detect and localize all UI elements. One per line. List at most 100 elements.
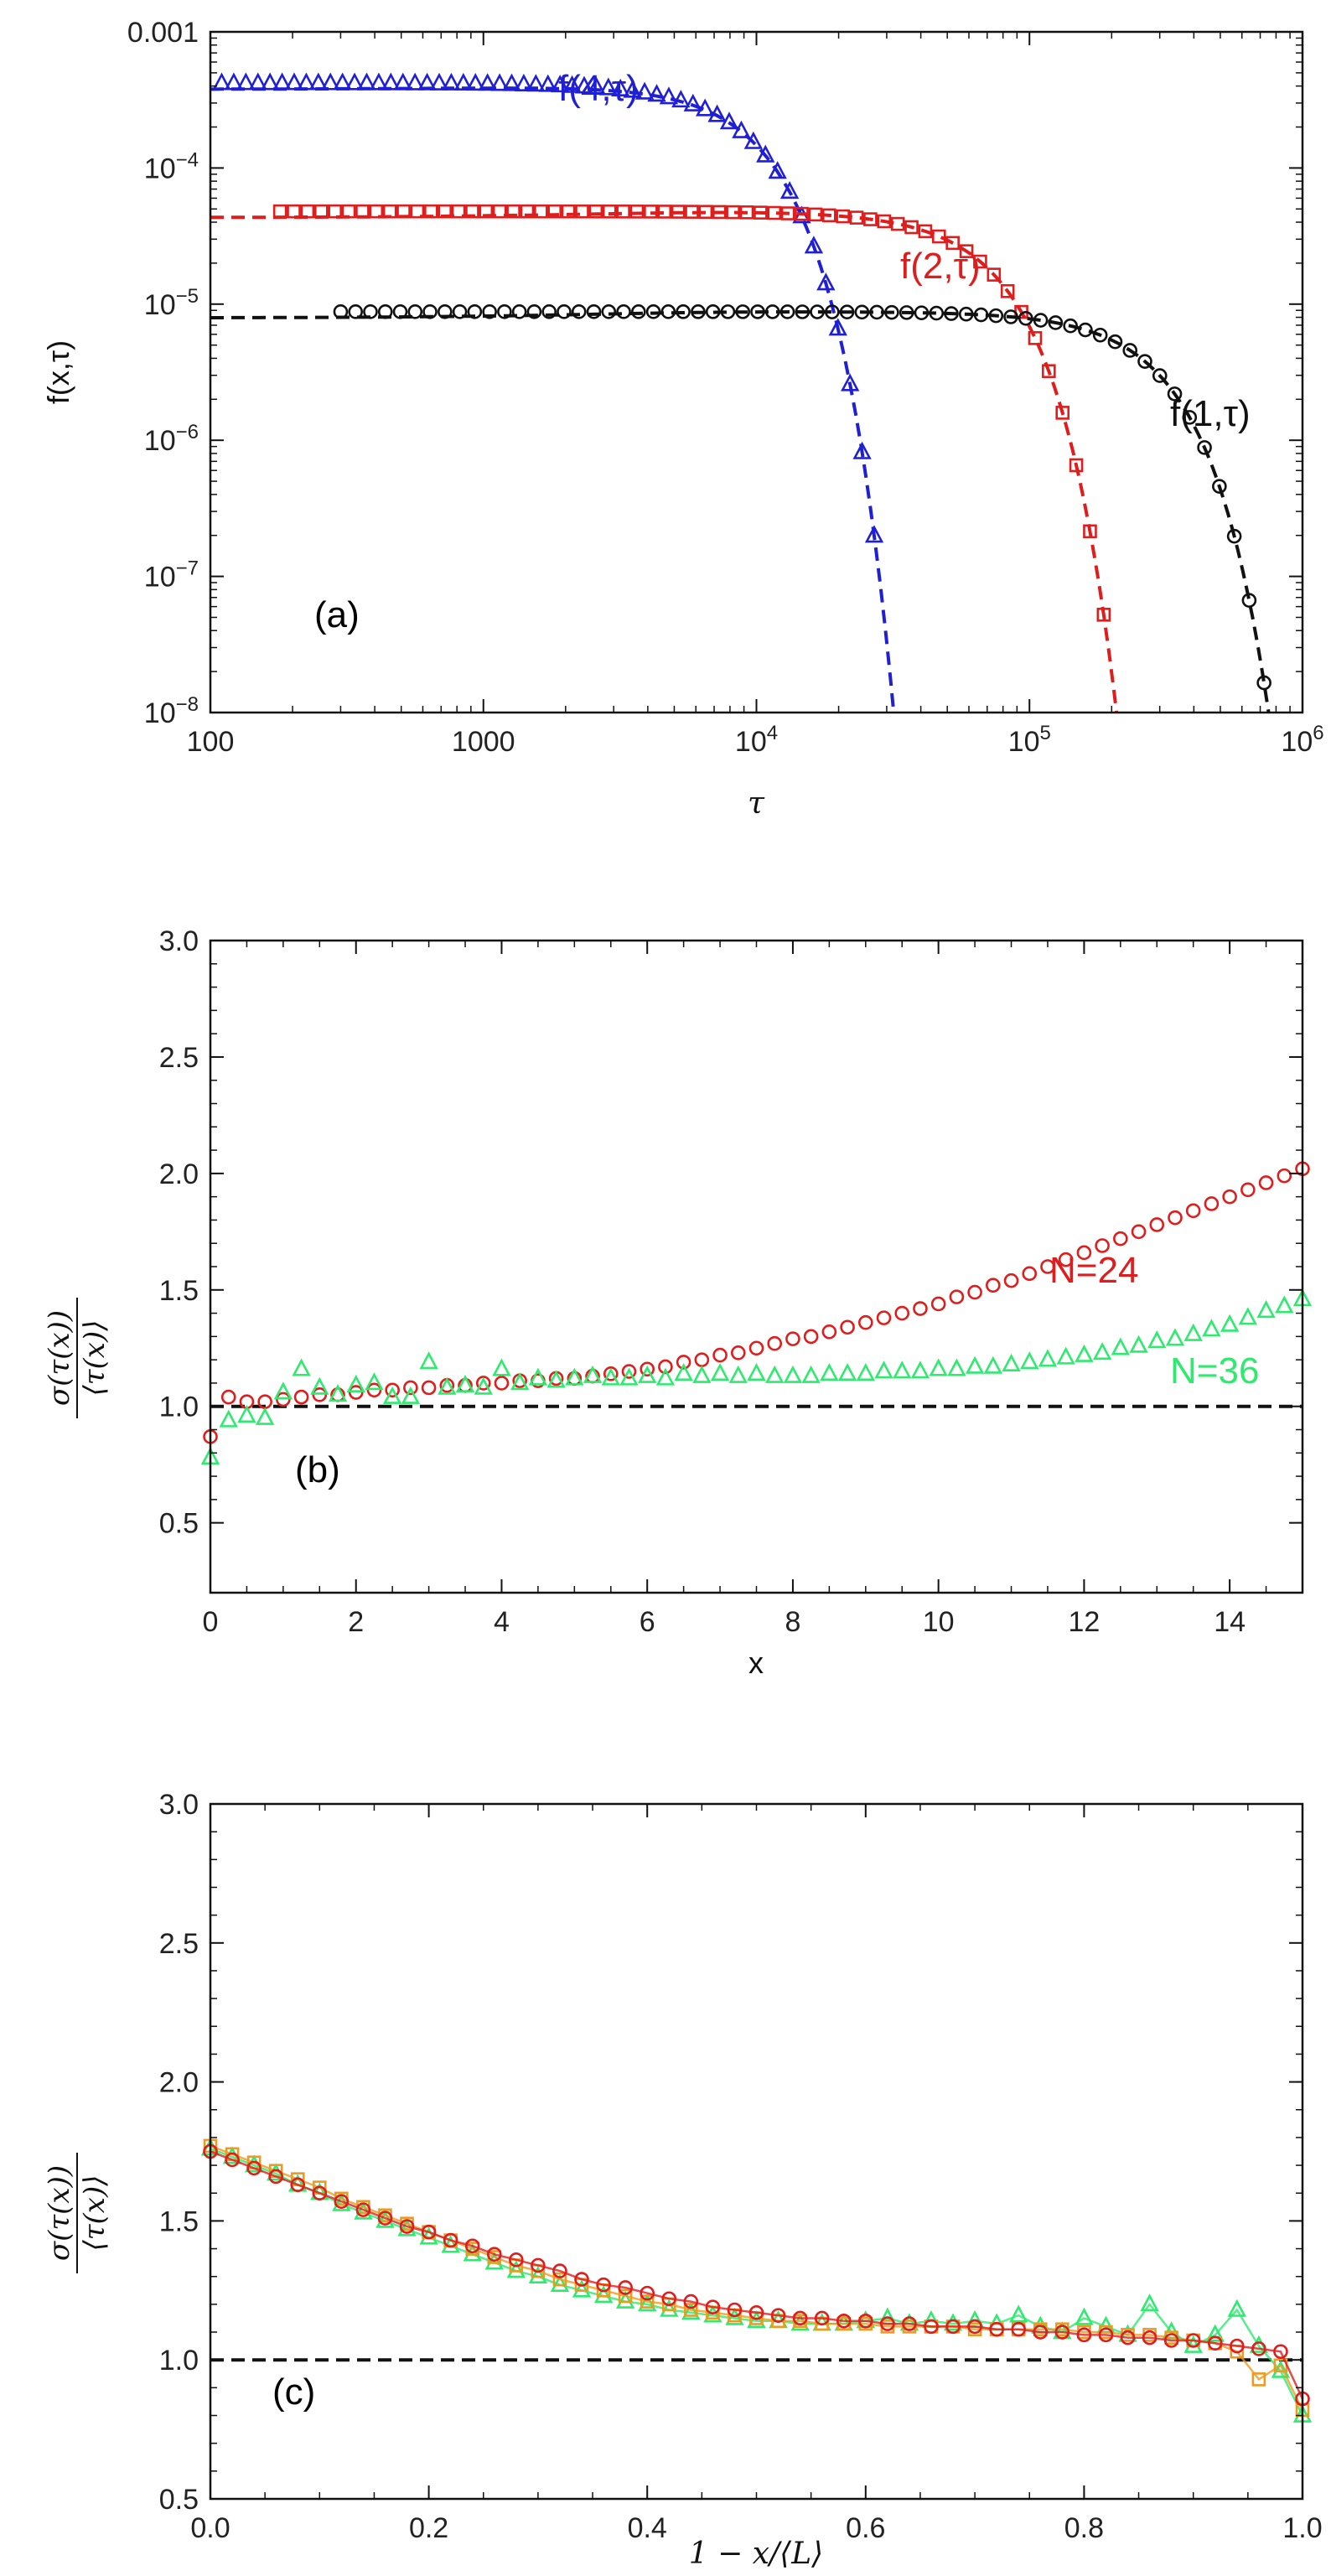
y-tick-label: 3.0 [159, 1789, 199, 1821]
series-2-point [526, 304, 542, 319]
series-1-point [644, 205, 658, 219]
panel-c-ylabel-numerator: σ(τ(x)) [43, 2165, 76, 2261]
series-2-point [1197, 440, 1212, 455]
panel-c: 0.0 0.2 0.4 0.6 0.8 1.0 0.5 1.0 1.5 2.0 2.5 3.0 (c)… [43, 1789, 1323, 2571]
series-1-point [506, 204, 520, 219]
series-2-point [1003, 309, 1018, 324]
series-2-point [973, 307, 989, 323]
series-1-point [674, 1363, 693, 1381]
series-0-point [248, 72, 267, 91]
series-1-point [237, 1405, 256, 1423]
series-1-point [638, 1365, 657, 1383]
series-1-point [328, 1384, 348, 1402]
series-2-point [1212, 479, 1227, 494]
series-1-point [657, 205, 672, 219]
series-1-point [1202, 1319, 1221, 1337]
series-1-point [410, 204, 425, 219]
series-2-point [557, 304, 572, 319]
panel-a-xlabel: τ [748, 786, 765, 821]
y-tick-label: 2.0 [159, 2067, 199, 2099]
series-0-point [1222, 1189, 1237, 1205]
series-0-point [1277, 1168, 1292, 1184]
series-0-point [514, 73, 534, 91]
series-0-point [640, 1361, 655, 1377]
series-0-point [1168, 1210, 1183, 1226]
series-1-point [671, 205, 686, 219]
series-2-point [467, 304, 483, 319]
series-2-point [735, 304, 751, 319]
series-2-point [1142, 2330, 1158, 2345]
series-2-point [810, 304, 825, 319]
series-1-point [849, 210, 864, 225]
series-1-point [726, 205, 740, 220]
series-0-point [484, 2252, 504, 2270]
series-0-point [1240, 1182, 1256, 1198]
series-0-point [220, 1389, 236, 1405]
series-2-point [944, 306, 959, 321]
series-2-point [363, 304, 378, 319]
series-1-point [836, 209, 850, 224]
series-1-point [1002, 1353, 1021, 1371]
series-2-point [795, 304, 811, 319]
series-2-point [914, 305, 930, 320]
series-0-point [858, 1314, 873, 1330]
series-2-point [720, 304, 736, 319]
x-tick-label: 105 [1008, 722, 1051, 758]
series-1-point [1220, 1314, 1240, 1332]
y-tick-label: 2.5 [159, 1042, 199, 1074]
series-1-point [1111, 1337, 1130, 1355]
series-1-point [1275, 1295, 1294, 1314]
series-2-point [748, 2305, 764, 2320]
series-0-point [406, 72, 425, 91]
series-1-point [1069, 458, 1084, 473]
series-1-point [465, 204, 479, 219]
series-1-point [1038, 1349, 1058, 1367]
series-0-point [743, 131, 764, 149]
series-2-point [1256, 675, 1271, 691]
series-2-point [958, 306, 974, 322]
series-0-point [1205, 2324, 1225, 2342]
x-tick-label: 2 [348, 1606, 364, 1638]
series-0-point [403, 1380, 418, 1396]
panel-b-label: (b) [295, 1449, 340, 1490]
series-0-point [417, 72, 437, 91]
series-1-point [1238, 1307, 1258, 1325]
series-1-point [655, 1367, 676, 1386]
series-2-point [880, 2316, 895, 2331]
series-0-point [369, 72, 389, 91]
series-2-point [1011, 2321, 1027, 2337]
series-1-point [1075, 1344, 1094, 1362]
series-0-point [816, 272, 836, 291]
series-2-point [422, 304, 438, 319]
series-2-point [945, 2319, 961, 2335]
y-tick-label: 1.5 [159, 2205, 199, 2237]
series-2-point [899, 305, 914, 320]
series-1-point [821, 208, 836, 223]
series-0-point [864, 525, 884, 543]
y-tick-label: 2.5 [159, 1928, 199, 1960]
x-tick-label: 4 [494, 1606, 510, 1638]
series-0-point [767, 1335, 783, 1351]
series-1-point [685, 205, 699, 219]
series-2-point [438, 304, 453, 319]
series-1-point [767, 205, 782, 220]
annotation-f4: f(4,τ) [558, 68, 639, 109]
series-0-point [478, 73, 497, 91]
series-1-point [801, 1365, 821, 1383]
x-tick-label: 0.8 [1064, 2512, 1104, 2544]
series-2-point [683, 2294, 699, 2309]
series-0-point [1271, 2360, 1291, 2378]
x-tick-label: 6 [640, 1606, 655, 1638]
panel-b-xlabel: x [748, 1646, 764, 1680]
series-0-point [333, 72, 352, 91]
series-2-point [497, 304, 512, 319]
series-1-line [210, 2144, 1304, 2411]
y-tick-label: 10−6 [144, 421, 199, 457]
annotation-n36: N=36 [1170, 1350, 1259, 1392]
series-0-point [550, 2273, 570, 2292]
series-2-point [854, 304, 870, 320]
series-0-point [894, 1305, 910, 1321]
series-2-point [764, 304, 780, 319]
series-2-point [571, 304, 587, 319]
series-1-point [534, 204, 548, 219]
